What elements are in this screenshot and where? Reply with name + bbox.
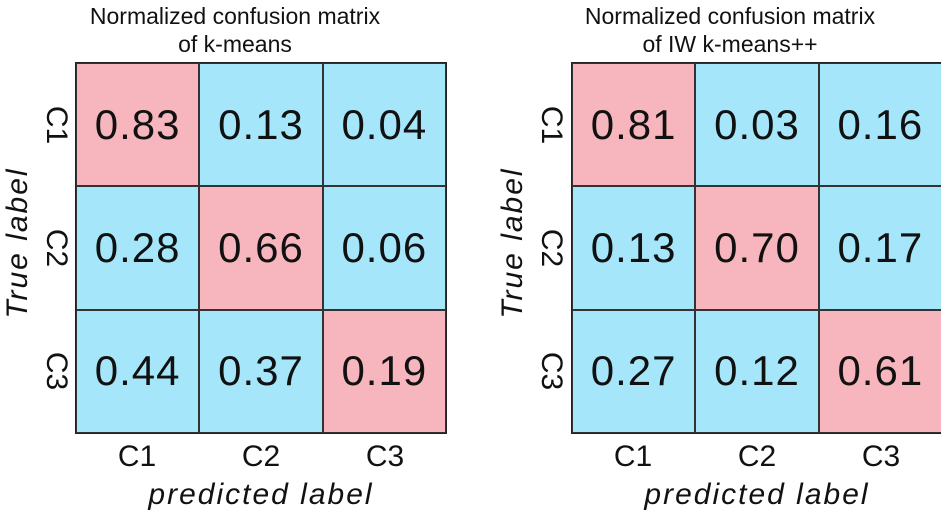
chart-title: Normalized confusion matrix of k-means <box>40 2 430 58</box>
chart-title-line2: of IW k-means++ <box>642 31 818 57</box>
matrix-cell: 0.04 <box>322 63 446 187</box>
matrix-cell: 0.81 <box>572 63 696 187</box>
matrix-cell: 0.12 <box>695 309 819 433</box>
x-axis-label: predicted label <box>148 478 374 511</box>
y-tick-label: C3 <box>535 351 568 391</box>
matrix-cell: 0.83 <box>76 63 200 187</box>
x-tick-label: C1 <box>117 440 157 473</box>
y-tick-label: C2 <box>40 228 73 268</box>
matrix-cell: 0.37 <box>199 309 323 433</box>
matrix-cell: 0.70 <box>695 186 819 310</box>
matrix-cell: 0.16 <box>818 63 941 187</box>
x-tick-label: C1 <box>613 440 653 473</box>
confusion-matrix-kmeans: Normalized confusion matrix of k-means T… <box>0 0 470 517</box>
y-tick-label: C1 <box>40 105 73 145</box>
x-tick-label: C2 <box>737 440 777 473</box>
matrix-cell: 0.13 <box>199 63 323 187</box>
y-axis-label: True label <box>1 167 34 319</box>
y-tick-label: C2 <box>535 228 568 268</box>
matrix-cell: 0.03 <box>695 63 819 187</box>
matrix-cell: 0.44 <box>76 309 200 433</box>
x-tick-label: C2 <box>241 440 281 473</box>
chart-title-line1: Normalized confusion matrix <box>584 3 876 29</box>
y-tick-label: C3 <box>40 351 73 391</box>
y-tick-label: C1 <box>535 105 568 145</box>
matrix-cell: 0.06 <box>322 186 446 310</box>
matrix-grid: 0.81 0.03 0.16 0.13 0.70 0.17 0.27 0.12 0.61 <box>571 62 941 434</box>
chart-title-line2: of k-means <box>178 31 292 57</box>
matrix-cell: 0.66 <box>199 186 323 310</box>
matrix-grid: 0.83 0.13 0.04 0.28 0.66 0.06 0.44 0.37 0.19 <box>75 62 447 434</box>
matrix-cell: 0.61 <box>818 309 941 433</box>
matrix-cell: 0.28 <box>76 186 200 310</box>
confusion-matrix-iw-kmeans: Normalized confusion matrix of IW k-mean… <box>495 0 941 517</box>
chart-title: Normalized confusion matrix of IW k-mean… <box>535 2 925 58</box>
y-axis-label: True label <box>496 167 529 319</box>
matrix-cell: 0.13 <box>572 186 696 310</box>
matrix-cell: 0.17 <box>818 186 941 310</box>
x-tick-label: C3 <box>365 440 405 473</box>
matrix-cell: 0.27 <box>572 309 696 433</box>
x-axis-label: predicted label <box>644 478 870 511</box>
matrix-cell: 0.19 <box>322 309 446 433</box>
chart-title-line1: Normalized confusion matrix <box>89 3 381 29</box>
x-tick-label: C3 <box>861 440 901 473</box>
